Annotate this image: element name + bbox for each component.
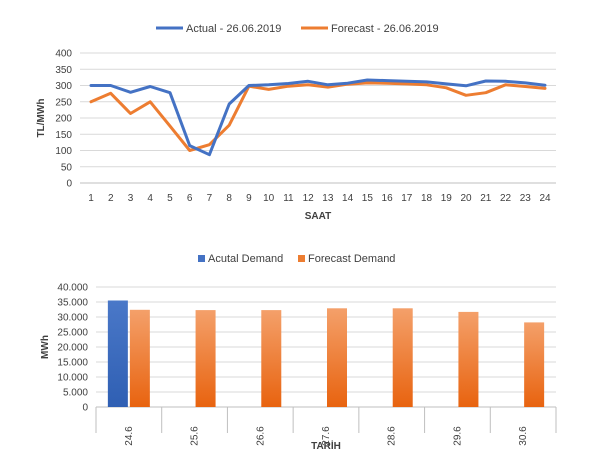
series-line-2 <box>89 81 547 152</box>
y-tick-label: 0 <box>66 179 72 190</box>
x-tick-label: 4 <box>147 193 153 204</box>
bar-forecast <box>129 309 150 407</box>
legend-label-1: Acutal Demand <box>208 253 283 265</box>
x-tick-label: 25.6 <box>190 426 201 446</box>
x-tick-label: 7 <box>207 193 213 204</box>
x-tick-label: 2 <box>108 193 114 204</box>
x-axis-title: SAAT <box>305 211 331 222</box>
y-tick-label: 250 <box>55 97 72 108</box>
x-tick-label: 15 <box>362 193 374 204</box>
y-tick-label: 200 <box>55 114 72 125</box>
legend-label-1: Actual - 26.06.2019 <box>186 23 281 35</box>
daily-demand-bar-chart: Acutal Demand Forecast Demand 0 5.000 10.000… <box>40 253 557 452</box>
x-tick-label: 27.6 <box>321 426 332 446</box>
bar-forecast <box>261 310 282 407</box>
y-tick-label: 0 <box>82 403 88 414</box>
y-axis-title: TL/MWh <box>36 99 47 138</box>
bar-forecast <box>195 310 216 407</box>
x-tick-label: 8 <box>226 193 232 204</box>
x-tick-label: 21 <box>480 193 492 204</box>
x-tick-label: 3 <box>128 193 134 204</box>
x-tick-label: 16 <box>382 193 394 204</box>
y-tick-label: 35.000 <box>57 298 88 309</box>
bar-forecast <box>327 308 347 407</box>
x-tick-label: 30.6 <box>518 426 529 446</box>
y-tick-label: 30.000 <box>57 313 88 324</box>
x-tick-label: 5 <box>167 193 173 204</box>
y-tick-label: 25.000 <box>57 328 88 339</box>
x-tick-label: 17 <box>401 193 413 204</box>
x-tick-label: 9 <box>246 193 252 204</box>
x-axis-title: TARİH <box>311 439 341 452</box>
y-tick-label: 100 <box>55 146 72 157</box>
x-tick-label: 28.6 <box>387 426 398 446</box>
x-tick-label: 20 <box>460 193 472 204</box>
y-tick-label: 150 <box>55 130 72 141</box>
legend-label-2: Forecast - 26.06.2019 <box>331 23 439 35</box>
y-tick-label: 20.000 <box>57 343 88 354</box>
bar-forecast <box>458 311 479 407</box>
y-tick-label: 5.000 <box>63 388 88 399</box>
x-tick-label: 13 <box>322 193 334 204</box>
x-tick-label: 26.6 <box>255 426 266 446</box>
x-tick-label: 1 <box>88 193 94 204</box>
x-tick-label: 24.6 <box>124 426 135 446</box>
series-line-1 <box>89 78 547 157</box>
x-tick-label: 11 <box>283 193 294 204</box>
y-tick-label: 15.000 <box>57 358 88 369</box>
x-tick-label: 14 <box>342 193 354 204</box>
legend-swatch-2 <box>298 255 305 262</box>
x-tick-label: 22 <box>500 193 512 204</box>
x-tick-label: 12 <box>303 193 315 204</box>
legend-label-2: Forecast Demand <box>308 253 395 265</box>
hourly-price-line-chart: Actual - 26.06.2019 Forecast - 26.06.2019… <box>36 23 556 222</box>
bar-actual <box>107 300 128 407</box>
bar-forecast <box>392 308 413 407</box>
y-tick-label: 400 <box>55 49 72 60</box>
legend-swatch-1 <box>198 255 205 262</box>
y-tick-label: 50 <box>61 162 73 173</box>
y-tick-label: 300 <box>55 81 72 92</box>
x-tick-label: 19 <box>441 193 453 204</box>
x-tick-label: 10 <box>263 193 275 204</box>
y-tick-label: 350 <box>55 65 72 76</box>
x-tick-label: 18 <box>421 193 433 204</box>
y-tick-label: 10.000 <box>57 373 88 384</box>
bar-forecast <box>524 322 545 407</box>
x-tick-label: 23 <box>520 193 532 204</box>
y-tick-label: 40.000 <box>57 283 88 294</box>
y-axis-title: MWh <box>40 335 51 359</box>
x-tick-label: 29.6 <box>452 426 463 446</box>
x-tick-label: 6 <box>187 193 193 204</box>
x-tick-label: 24 <box>539 193 551 204</box>
